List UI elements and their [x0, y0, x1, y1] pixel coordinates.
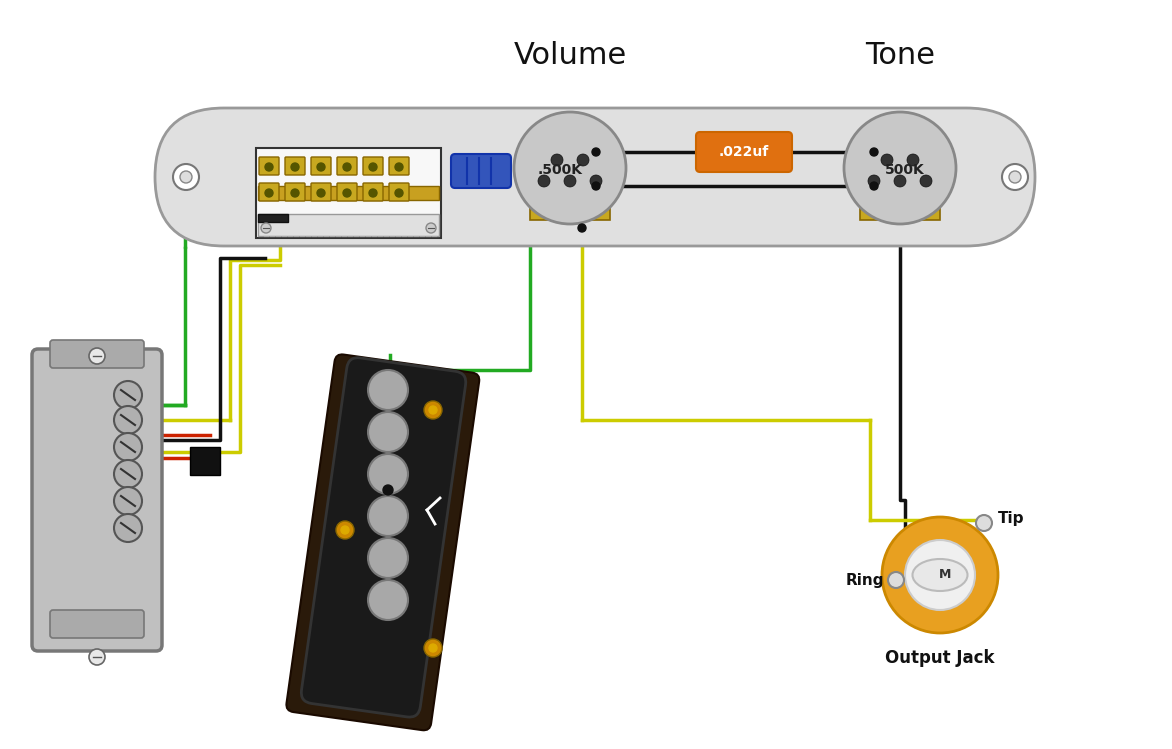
Circle shape [395, 189, 403, 197]
FancyBboxPatch shape [50, 340, 144, 368]
Circle shape [870, 148, 878, 156]
FancyBboxPatch shape [363, 157, 383, 175]
Circle shape [336, 521, 354, 539]
FancyBboxPatch shape [311, 183, 331, 201]
Circle shape [291, 163, 299, 171]
Circle shape [888, 572, 904, 588]
Circle shape [907, 154, 919, 166]
Circle shape [316, 189, 325, 197]
FancyBboxPatch shape [389, 157, 409, 175]
Circle shape [577, 154, 590, 166]
Text: .022uf: .022uf [718, 145, 769, 159]
Text: Ring: Ring [845, 572, 884, 587]
FancyBboxPatch shape [285, 157, 305, 175]
Circle shape [538, 175, 550, 187]
Circle shape [114, 406, 142, 434]
Circle shape [114, 460, 142, 488]
Circle shape [515, 112, 626, 224]
Circle shape [369, 189, 377, 197]
Circle shape [551, 154, 563, 166]
Text: .500K: .500K [538, 163, 582, 177]
Circle shape [89, 348, 105, 364]
FancyBboxPatch shape [190, 447, 220, 475]
Circle shape [368, 538, 408, 578]
FancyBboxPatch shape [255, 148, 441, 238]
Circle shape [89, 649, 105, 665]
Circle shape [429, 644, 437, 652]
Circle shape [265, 189, 273, 197]
FancyBboxPatch shape [311, 157, 331, 175]
FancyBboxPatch shape [389, 183, 409, 201]
Text: Output Jack: Output Jack [885, 649, 995, 667]
FancyBboxPatch shape [258, 214, 288, 222]
Circle shape [368, 496, 408, 536]
Circle shape [316, 163, 325, 171]
FancyBboxPatch shape [301, 358, 465, 717]
Circle shape [578, 224, 586, 232]
Ellipse shape [913, 559, 968, 591]
Circle shape [590, 175, 602, 187]
Circle shape [114, 514, 142, 542]
FancyBboxPatch shape [259, 183, 279, 201]
Circle shape [1002, 164, 1028, 190]
FancyBboxPatch shape [363, 183, 383, 201]
Circle shape [265, 163, 273, 171]
FancyBboxPatch shape [530, 182, 609, 220]
FancyBboxPatch shape [258, 186, 440, 200]
Circle shape [173, 164, 199, 190]
FancyBboxPatch shape [451, 154, 511, 188]
Circle shape [368, 454, 408, 494]
Text: Tone: Tone [865, 40, 935, 70]
Circle shape [383, 485, 393, 495]
FancyBboxPatch shape [285, 183, 305, 201]
FancyBboxPatch shape [696, 132, 792, 172]
Circle shape [592, 182, 600, 190]
Circle shape [870, 182, 878, 190]
Circle shape [368, 580, 408, 620]
Circle shape [368, 412, 408, 452]
Circle shape [844, 112, 956, 224]
Circle shape [424, 639, 442, 657]
Circle shape [1009, 171, 1021, 183]
Text: 500K: 500K [885, 163, 925, 177]
FancyBboxPatch shape [259, 157, 279, 175]
Circle shape [114, 433, 142, 461]
Circle shape [564, 175, 575, 187]
Circle shape [868, 175, 880, 187]
Circle shape [894, 175, 906, 187]
Circle shape [114, 487, 142, 515]
Text: Tip: Tip [999, 511, 1024, 526]
Circle shape [343, 189, 350, 197]
Circle shape [369, 163, 377, 171]
Circle shape [341, 526, 349, 534]
Circle shape [291, 189, 299, 197]
FancyBboxPatch shape [50, 610, 144, 638]
Circle shape [883, 517, 999, 633]
Circle shape [920, 175, 932, 187]
FancyBboxPatch shape [338, 183, 357, 201]
Circle shape [368, 370, 408, 410]
FancyBboxPatch shape [155, 108, 1035, 246]
Circle shape [261, 223, 271, 233]
Circle shape [429, 406, 437, 414]
Circle shape [976, 515, 992, 531]
FancyBboxPatch shape [32, 349, 162, 651]
FancyBboxPatch shape [286, 354, 479, 730]
Circle shape [592, 148, 600, 156]
Circle shape [905, 540, 975, 610]
Text: M: M [939, 568, 952, 581]
Circle shape [425, 223, 436, 233]
FancyBboxPatch shape [258, 214, 440, 236]
Text: Volume: Volume [513, 40, 627, 70]
Circle shape [395, 163, 403, 171]
FancyBboxPatch shape [860, 182, 940, 220]
Circle shape [343, 163, 350, 171]
Circle shape [881, 154, 893, 166]
FancyBboxPatch shape [338, 157, 357, 175]
Circle shape [424, 401, 442, 419]
Circle shape [114, 381, 142, 409]
Circle shape [180, 171, 192, 183]
